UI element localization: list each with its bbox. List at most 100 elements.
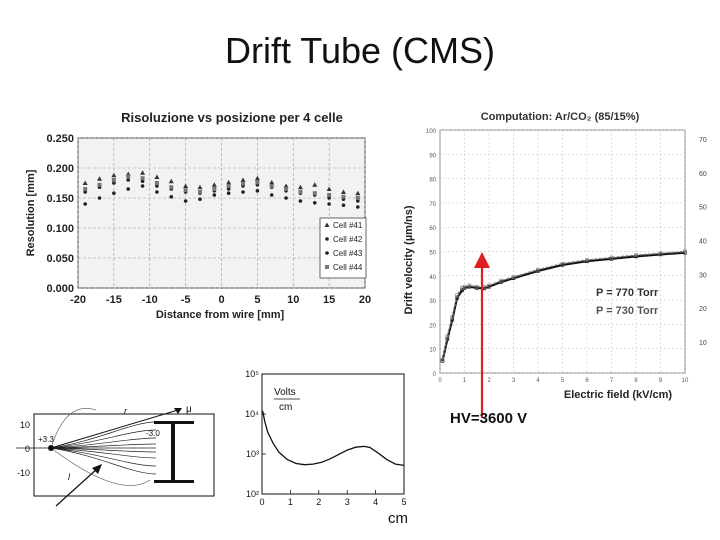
data-point — [284, 196, 288, 200]
x-tick-label: 6 — [585, 378, 589, 384]
data-point — [609, 255, 614, 260]
drift-velocity-grid — [439, 129, 686, 374]
y-tick-label: 100 — [426, 129, 437, 135]
hv-arrow-head — [474, 252, 490, 268]
data-point — [325, 237, 329, 241]
data-point — [356, 205, 360, 209]
right-tick-label: 10 — [699, 340, 707, 347]
data-point — [241, 190, 245, 194]
cell-y-tick-top: 10 — [20, 420, 30, 430]
x-tick-label: 10 — [287, 294, 299, 306]
right-tick-label: 40 — [699, 239, 707, 246]
data-point — [241, 181, 246, 186]
data-point — [355, 190, 361, 196]
y-tick-label: 90 — [429, 153, 436, 159]
x-tick-label: 4 — [373, 497, 378, 507]
data-point — [197, 190, 202, 194]
data-point — [283, 183, 289, 188]
data-point — [111, 178, 116, 182]
x-tick-label: 0 — [259, 497, 264, 507]
resolution-x-ticks: -20 -15 -10 -5 0 5 10 15 20 — [70, 294, 371, 306]
field-unit-volts: Volts — [274, 387, 296, 398]
data-point — [327, 193, 332, 197]
data-point — [467, 283, 472, 288]
y-tick-label: 10⁵ — [245, 369, 259, 379]
y-tick-label: 0 — [433, 372, 437, 378]
field-curve — [261, 410, 405, 467]
data-point — [312, 191, 317, 196]
data-point — [212, 193, 217, 197]
x-tick-label: 0 — [438, 378, 442, 384]
y-tick-label: 10³ — [246, 449, 259, 459]
resolution-x-label: Distance from wire [mm] — [156, 309, 285, 321]
data-point — [226, 191, 231, 195]
resolution-grid — [77, 137, 366, 289]
drift-velocity-x-label: Electric field (kV/cm) — [564, 389, 673, 401]
data-point — [326, 186, 332, 191]
data-point — [83, 202, 87, 206]
x-tick-label: 1 — [288, 497, 293, 507]
data-point — [499, 278, 504, 283]
x-tick-label: 5 — [561, 378, 565, 384]
l-label: l — [68, 472, 71, 482]
data-point — [126, 174, 131, 179]
resolution-chart-title: Risoluzione vs posizione per 4 celle — [121, 110, 343, 125]
data-point — [97, 196, 102, 200]
drift-velocity-y-ticks: 0 10 20 30 40 50 60 70 80 90 100 — [426, 129, 437, 378]
muon-track — [50, 409, 179, 449]
data-point — [683, 249, 687, 254]
data-point — [154, 174, 160, 179]
y-tick-label: 10⁴ — [245, 409, 259, 419]
data-point — [183, 199, 188, 203]
data-point — [585, 258, 589, 262]
x-tick-label: 10 — [682, 378, 689, 384]
x-tick-label: 2 — [316, 497, 321, 507]
x-tick-label: 20 — [359, 294, 371, 306]
x-tick-label: -20 — [70, 294, 86, 306]
field-strength-x-ticks: 0 1 2 3 4 5 — [259, 490, 407, 507]
x-tick-label: -5 — [181, 294, 191, 306]
data-point — [341, 203, 346, 207]
data-point — [183, 183, 189, 188]
data-point — [325, 265, 329, 269]
data-point — [462, 284, 467, 289]
x-tick-label: 1 — [463, 378, 467, 384]
x-tick-label: 5 — [254, 294, 260, 306]
field-lines — [16, 408, 157, 486]
y-tick-label: 50 — [429, 251, 436, 257]
x-tick-label: 4 — [536, 378, 540, 384]
y-tick-label: 0.200 — [46, 163, 74, 175]
l-arrowhead — [92, 464, 102, 474]
slide-title: Drift Tube (CMS) — [224, 30, 496, 71]
field-line — [50, 421, 157, 449]
data-point — [168, 178, 174, 184]
x-tick-label: 3 — [512, 378, 516, 384]
data-point — [155, 184, 159, 188]
y-tick-label: 80 — [429, 178, 436, 184]
hv-arrow — [474, 252, 490, 418]
data-point — [140, 179, 145, 183]
right-tick-label: 70 — [699, 137, 707, 144]
field-line — [50, 447, 157, 459]
drift-velocity-y-label: Drift velocity (µm/ns) — [403, 205, 415, 314]
resolution-points — [82, 170, 361, 209]
field-line — [50, 443, 157, 449]
i-beam-bottom-flange — [154, 480, 194, 483]
resolution-legend-items: Cell #41 Cell #42 Cell #43 Cell #44 — [324, 221, 363, 272]
field-line — [50, 447, 157, 475]
x-tick-label: -15 — [106, 294, 122, 306]
data-point — [312, 201, 317, 205]
data-point — [297, 184, 303, 190]
x-tick-label: 3 — [345, 497, 350, 507]
field-strength-y-ticks: 10² 10³ 10⁴ 10⁵ — [245, 369, 266, 499]
data-point — [445, 334, 450, 339]
data-point — [226, 184, 231, 188]
legend-label: Cell #43 — [333, 249, 363, 258]
data-point — [112, 181, 116, 185]
data-point — [269, 184, 274, 188]
data-point — [226, 179, 232, 185]
cell-y-tick-mid: 0 — [25, 444, 30, 454]
data-point — [97, 182, 102, 187]
hv-label: HV=3600 V — [450, 410, 528, 427]
y-tick-label: 0.000 — [46, 283, 74, 295]
